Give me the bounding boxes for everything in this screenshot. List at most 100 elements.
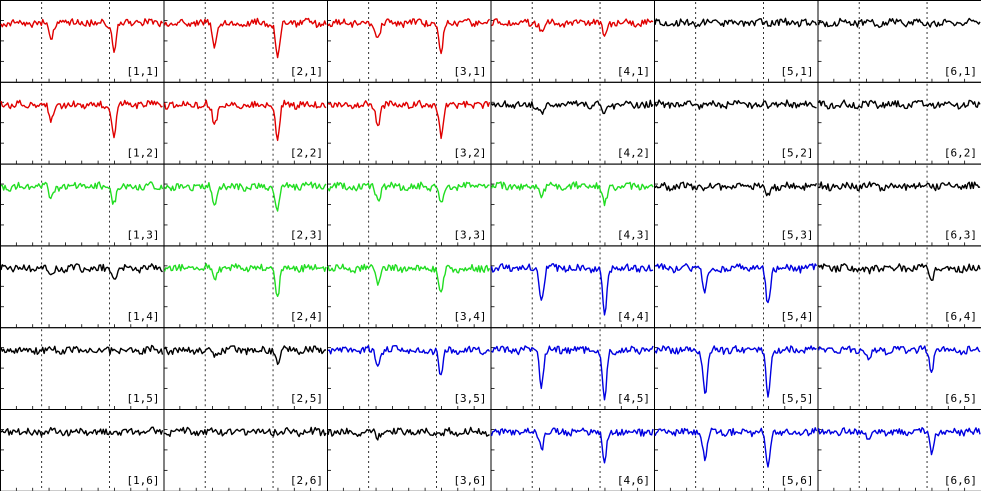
series-line (0, 99, 163, 139)
panel-4-4: [4,4] (490, 245, 655, 329)
panel-5-2: [5,2] (654, 81, 819, 165)
series-line (490, 181, 654, 207)
panel-4-5: [4,5] (490, 327, 655, 411)
panel-label: [6,2] (944, 147, 977, 160)
panel-label: [5,3] (780, 228, 813, 241)
panel-label: [3,1] (453, 65, 486, 78)
panel-6-1: [6,1] (817, 0, 981, 83)
panel-4-6: [4,6] (490, 409, 655, 491)
panel-label: [2,1] (290, 65, 323, 78)
panel-label: [1,5] (126, 392, 159, 405)
panel-label: [1,6] (126, 474, 159, 487)
series-line (0, 18, 164, 53)
series-line (163, 263, 327, 297)
panel-5-5: [5,5] (654, 327, 819, 411)
series-line (654, 17, 818, 28)
panel-label: [2,3] (290, 228, 323, 241)
panel-1-5: [1,5] (0, 327, 165, 411)
series-line (491, 345, 654, 401)
panel-1-1: [1,1] (0, 0, 165, 83)
series-line (0, 181, 164, 205)
panel-label: [6,6] (944, 474, 977, 487)
series-line (0, 344, 164, 355)
series-line (327, 18, 491, 55)
series-line (490, 427, 654, 464)
panel-label: [6,1] (944, 65, 977, 78)
series-line (163, 345, 327, 366)
panel-label: [5,5] (780, 392, 813, 405)
panel-1-2: [1,2] (0, 81, 165, 165)
panel-label: [4,5] (617, 392, 650, 405)
series-line (490, 263, 654, 316)
panel-label: [5,2] (780, 147, 813, 160)
panel-3-4: [3,4] (327, 245, 492, 329)
panel-label: [6,3] (944, 228, 977, 241)
series-line (327, 426, 490, 441)
series-line (817, 17, 981, 29)
panel-label: [2,4] (290, 310, 323, 323)
panel-label: [2,2] (290, 147, 323, 160)
panel-2-3: [2,3] (163, 163, 328, 247)
series-line (327, 345, 491, 376)
panel-label: [6,5] (944, 392, 977, 405)
panel-1-4: [1,4] (0, 245, 165, 329)
panel-label: [1,3] (126, 228, 159, 241)
panel-3-6: [3,6] (327, 409, 492, 491)
series-line (654, 99, 817, 110)
panel-1-3: [1,3] (0, 163, 165, 247)
panel-label: [2,5] (290, 392, 323, 405)
panel-2-1: [2,1] (163, 0, 328, 83)
series-line (490, 99, 654, 115)
series-line (817, 263, 981, 281)
panel-4-2: [4,2] (490, 81, 655, 165)
panel-label: [5,6] (780, 474, 813, 487)
panel-6-5: [6,5] (817, 327, 981, 411)
panel-frame (817, 409, 981, 491)
panel-label: [4,3] (617, 228, 650, 241)
panel-2-2: [2,2] (163, 81, 328, 165)
panel-5-4: [5,4] (654, 245, 819, 329)
series-line (327, 181, 490, 203)
panel-label: [4,6] (617, 474, 650, 487)
series-line (654, 263, 818, 304)
series-line (654, 345, 817, 398)
panel-3-2: [3,2] (327, 81, 492, 165)
panel-2-6: [2,6] (163, 409, 328, 491)
series-line (654, 181, 818, 197)
panel-5-3: [5,3] (654, 163, 819, 247)
panel-label: [4,2] (617, 147, 650, 160)
series-line (491, 18, 654, 37)
panel-4-1: [4,1] (490, 0, 655, 83)
panel-3-3: [3,3] (327, 163, 492, 247)
panel-label: [4,4] (617, 310, 650, 323)
panel-6-3: [6,3] (817, 163, 981, 247)
series-line (817, 345, 981, 373)
panel-1-6: [1,6] (0, 409, 165, 491)
panel-3-1: [3,1] (327, 0, 492, 83)
series-line (818, 181, 981, 192)
panel-label: [1,1] (126, 65, 159, 78)
panel-3-5: [3,5] (327, 327, 492, 411)
series-line (817, 99, 981, 110)
panel-label: [4,1] (617, 65, 650, 78)
panel-2-5: [2,5] (163, 327, 328, 411)
panel-label: [3,2] (453, 147, 486, 160)
panel-label: [3,5] (453, 392, 486, 405)
series-line (164, 426, 327, 438)
series-line (817, 427, 981, 456)
panel-5-6: [5,6] (654, 409, 819, 491)
panel-label: [3,4] (453, 310, 486, 323)
series-line (163, 99, 327, 142)
panel-6-6: [6,6] (817, 409, 981, 491)
panel-label: [3,3] (453, 228, 486, 241)
series-line (0, 263, 163, 280)
panel-2-4: [2,4] (163, 245, 328, 329)
panel-label: [5,4] (780, 310, 813, 323)
series-line (164, 181, 327, 212)
panel-label: [2,6] (290, 474, 323, 487)
series-line (0, 426, 164, 437)
panel-label: [5,1] (780, 65, 813, 78)
panel-6-2: [6,2] (817, 81, 981, 165)
panel-5-1: [5,1] (654, 0, 819, 83)
